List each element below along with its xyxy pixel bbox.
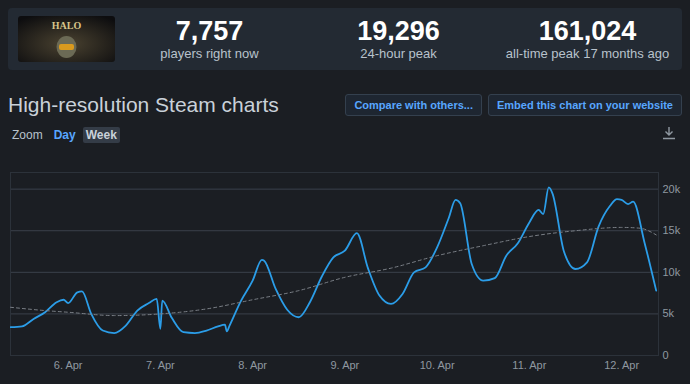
html-text:19,296: 19,296 [357, 16, 440, 46]
svg-text:11. Apr: 11. Apr [512, 359, 546, 371]
html-text:161,024: 161,024 [538, 16, 637, 46]
svg-text:0: 0 [663, 349, 669, 361]
html-text:all-time peak 17 months ago: all-time peak 17 months ago [505, 46, 670, 61]
html-text:High-resolution Steam charts: High-resolution Steam charts [8, 93, 279, 116]
svg-text:20k: 20k [663, 183, 681, 195]
html-text:Embed this chart on your websi: Embed this chart on your website [497, 99, 673, 111]
svg-text:7. Apr: 7. Apr [146, 359, 175, 371]
svg-text:10k: 10k [663, 266, 681, 278]
html-text:Compare with others...: Compare with others... [354, 99, 473, 111]
svg-text:9. Apr: 9. Apr [331, 359, 360, 371]
svg-text:5k: 5k [663, 307, 675, 319]
svg-text:10. Apr: 10. Apr [420, 359, 455, 371]
svg-text:15k: 15k [663, 224, 681, 236]
svg-text:6. Apr: 6. Apr [54, 359, 83, 371]
svg-text:HALO: HALO [52, 20, 82, 31]
svg-text:8. Apr: 8. Apr [238, 359, 267, 371]
html-text:players right now: players right now [160, 46, 259, 61]
html-text:Zoom: Zoom [12, 128, 43, 142]
html-text:7,757: 7,757 [175, 16, 244, 46]
html-text:24-hour peak: 24-hour peak [360, 46, 437, 61]
html-text:Day: Day [53, 128, 76, 142]
svg-text:12. Apr: 12. Apr [604, 359, 639, 371]
html-text:Week: Week [85, 128, 117, 142]
